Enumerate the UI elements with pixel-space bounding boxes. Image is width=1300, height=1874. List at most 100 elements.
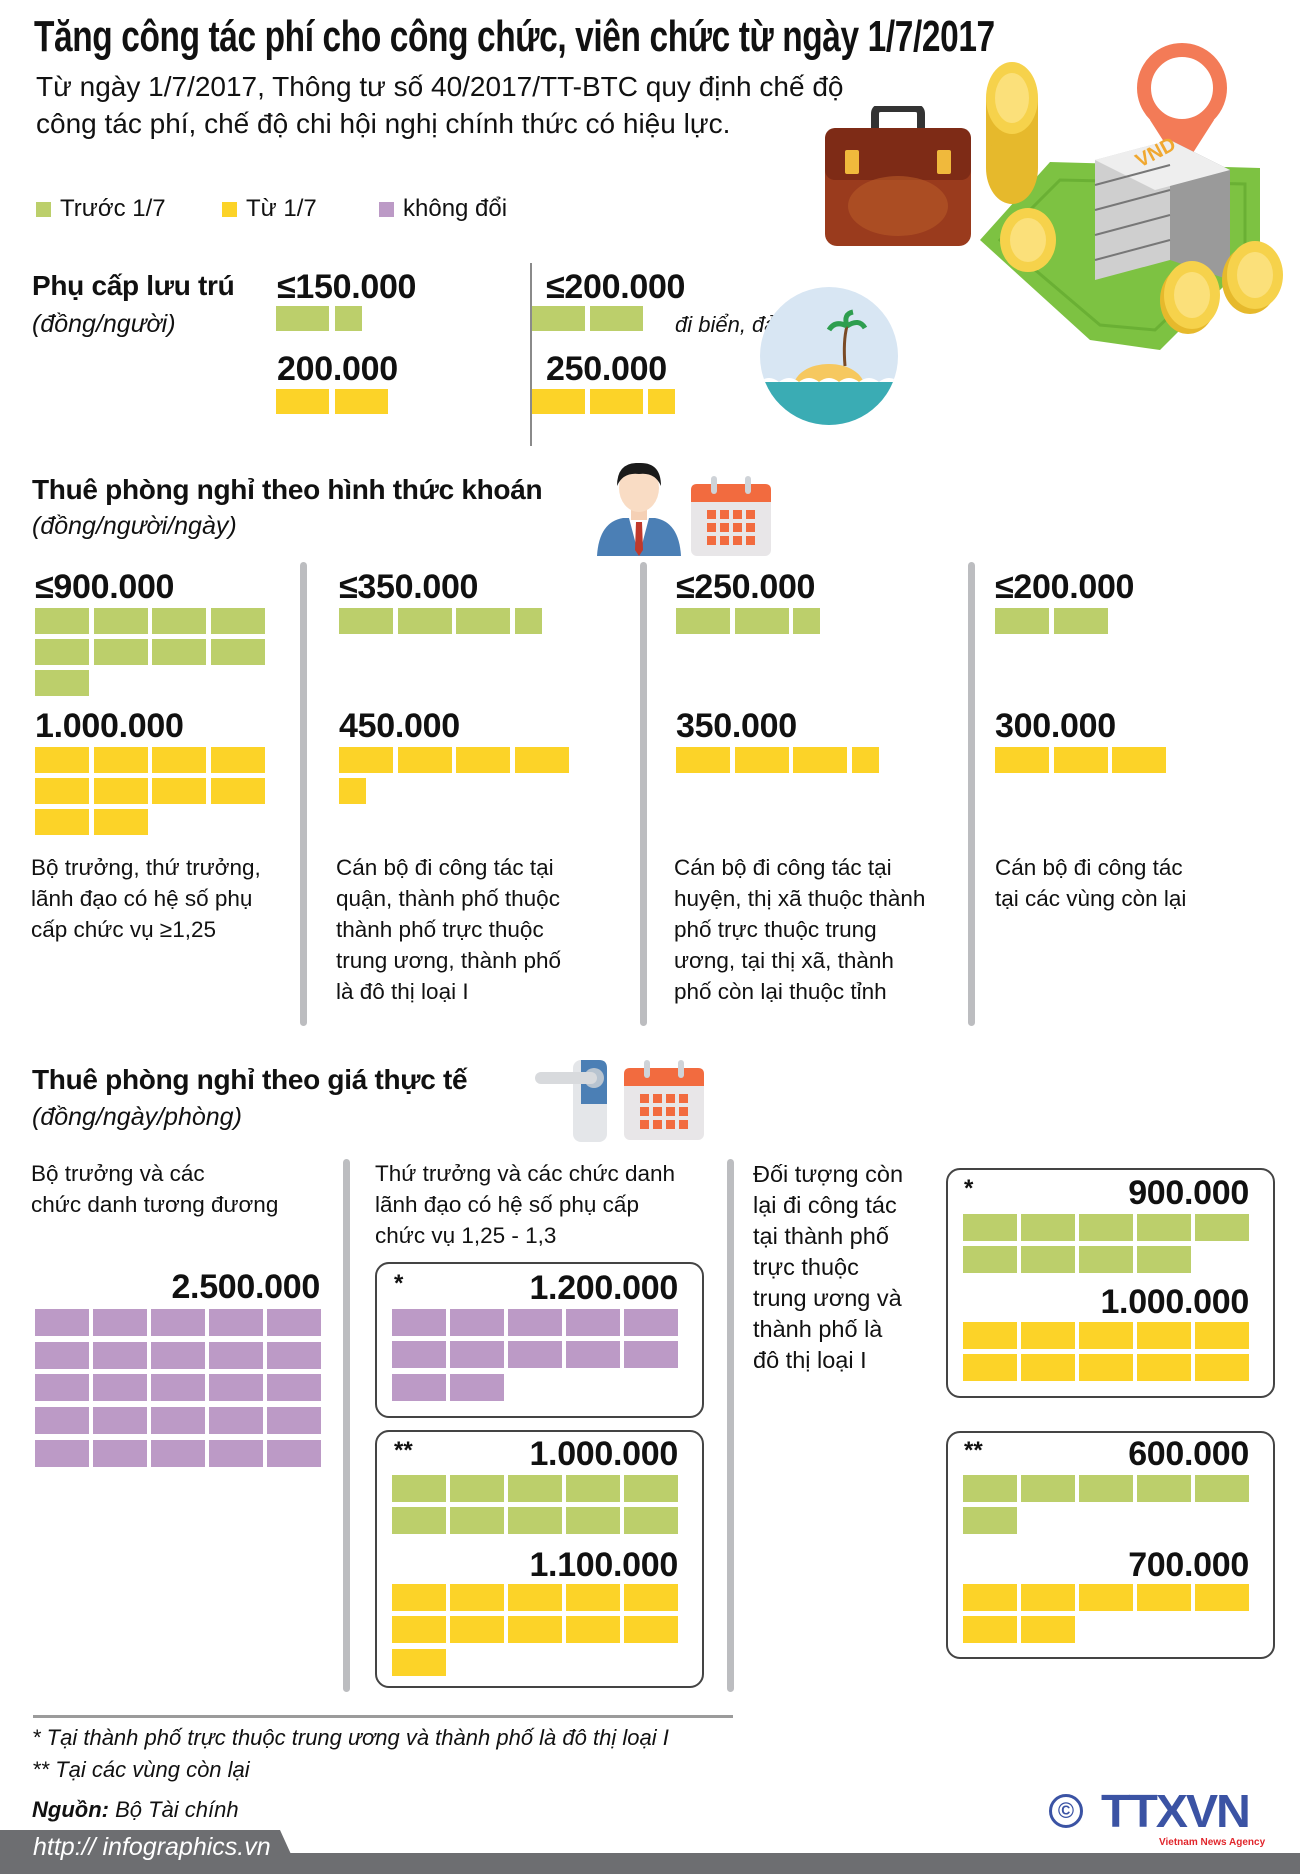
- value-block: [624, 1341, 678, 1369]
- value-block: [339, 608, 393, 634]
- allowance-title: Phụ cấp lưu trú: [32, 270, 235, 301]
- footnote-divider: [33, 1715, 733, 1718]
- deputy-zone1-box: [375, 1262, 704, 1418]
- value-block: [508, 1475, 562, 1502]
- value-block: [450, 1341, 504, 1369]
- value-block: [532, 306, 585, 331]
- value-block: [152, 639, 206, 665]
- value-block: [209, 1439, 263, 1467]
- logo-text: TTXVN: [1101, 1785, 1251, 1837]
- value-block: [624, 1475, 678, 1502]
- value-block: [392, 1341, 446, 1369]
- value-block: [152, 778, 206, 804]
- value-block: [456, 747, 510, 773]
- value-block: [35, 608, 89, 634]
- value-block: [392, 1373, 446, 1401]
- value-block: [151, 1374, 205, 1402]
- value-block: [35, 1439, 89, 1467]
- value-block: [590, 306, 643, 331]
- value-block: [93, 778, 148, 804]
- lump-sum-before-label: ≤350.000: [339, 568, 479, 606]
- value-block: [1079, 1246, 1133, 1274]
- value-block: [456, 608, 510, 634]
- value-block: [93, 1407, 147, 1435]
- value-block: [450, 1616, 504, 1644]
- allowance-after-label: 200.000: [277, 350, 398, 388]
- value-block: [267, 1407, 321, 1435]
- value-block: [963, 1322, 1017, 1349]
- value-block: [963, 1246, 1017, 1274]
- value-block: [35, 778, 89, 804]
- value-block: [963, 1475, 1017, 1502]
- value-block: [963, 1354, 1017, 1382]
- lump-sum-description: Cán bộ đi công tác tại huyện, thị xã thu…: [674, 855, 926, 1004]
- value-block: [566, 1507, 620, 1535]
- value-block: [566, 1341, 620, 1369]
- lump-sum-unit: (đồng/người/ngày): [32, 512, 237, 540]
- column-divider: [343, 1159, 350, 1692]
- value-block: [392, 1584, 446, 1611]
- footnote-2: ** Tại các vùng còn lại: [32, 1757, 250, 1782]
- others-zone1-before-label: 900.000: [1128, 1174, 1249, 1212]
- island-icon: [760, 287, 898, 425]
- value-block: [963, 1214, 1017, 1241]
- deputy-zone2-before-label: 1.000.000: [529, 1435, 678, 1473]
- value-block: [1021, 1475, 1075, 1502]
- value-block: [93, 809, 148, 835]
- value-block: [508, 1507, 562, 1535]
- value-block: [450, 1507, 504, 1535]
- value-block: [1079, 1475, 1133, 1502]
- value-block: [995, 608, 1049, 634]
- value-block: [793, 747, 847, 773]
- value-block: [152, 747, 206, 773]
- legend-swatch-after: [222, 201, 237, 217]
- footer-url-link[interactable]: http:// infographics.vn: [33, 1833, 271, 1861]
- value-block: [1079, 1354, 1133, 1382]
- value-block: [93, 1374, 147, 1402]
- value-block: [35, 1341, 89, 1369]
- value-block: [734, 608, 789, 634]
- value-block: [151, 1407, 205, 1435]
- value-block: [93, 608, 148, 634]
- value-block: [397, 608, 452, 634]
- actual-price-unit: (đồng/ngày/phòng): [32, 1103, 242, 1131]
- value-block: [1112, 747, 1166, 773]
- value-block: [1137, 1214, 1191, 1241]
- value-block: [35, 809, 89, 835]
- location-pin-icon: [1137, 43, 1227, 133]
- value-block: [566, 1309, 620, 1336]
- lump-sum-description: Cán bộ đi công tác tại quận, thành phố t…: [336, 855, 561, 1004]
- allowance-island-after-label: 250.000: [546, 350, 667, 388]
- legend-label: Từ 1/7: [246, 195, 317, 222]
- lump-sum-title: Thuê phòng nghỉ theo hình thức khoán: [32, 474, 543, 505]
- column-divider: [640, 562, 647, 1026]
- money-stack-icon: VND: [980, 43, 1283, 350]
- legend-swatch-unchanged: [379, 201, 394, 217]
- value-block: [339, 778, 366, 804]
- lump-sum-before-label: ≤200.000: [995, 568, 1135, 606]
- businessman-icon: [597, 462, 681, 556]
- calendar-icon: [691, 476, 771, 556]
- value-block: [450, 1475, 504, 1502]
- value-block: [566, 1475, 620, 1502]
- value-block: [734, 747, 789, 773]
- lump-sum-description: Bộ trưởng, thứ trưởng, lãnh đạo có hệ số…: [31, 855, 261, 942]
- zone1-marker: *: [964, 1175, 974, 1202]
- value-block: [508, 1616, 562, 1644]
- value-block: [1053, 608, 1108, 634]
- minister-label: 2.500.000: [171, 1268, 320, 1306]
- others-zone1-box: [946, 1168, 1275, 1398]
- value-block: [210, 747, 265, 773]
- allowance-island-before-label: ≤200.000: [546, 268, 686, 306]
- actual-price-title: Thuê phòng nghỉ theo giá thực tế: [32, 1064, 468, 1095]
- value-block: [508, 1584, 562, 1611]
- value-block: [35, 1309, 89, 1336]
- value-block: [93, 639, 148, 665]
- legend-item-unchanged: không đổi: [379, 195, 507, 222]
- deputy-zone1-label: 1.200.000: [529, 1269, 678, 1307]
- value-block: [676, 747, 730, 773]
- value-block: [209, 1341, 263, 1369]
- value-block: [793, 608, 820, 634]
- value-block: [1195, 1584, 1249, 1611]
- value-block: [1137, 1246, 1191, 1274]
